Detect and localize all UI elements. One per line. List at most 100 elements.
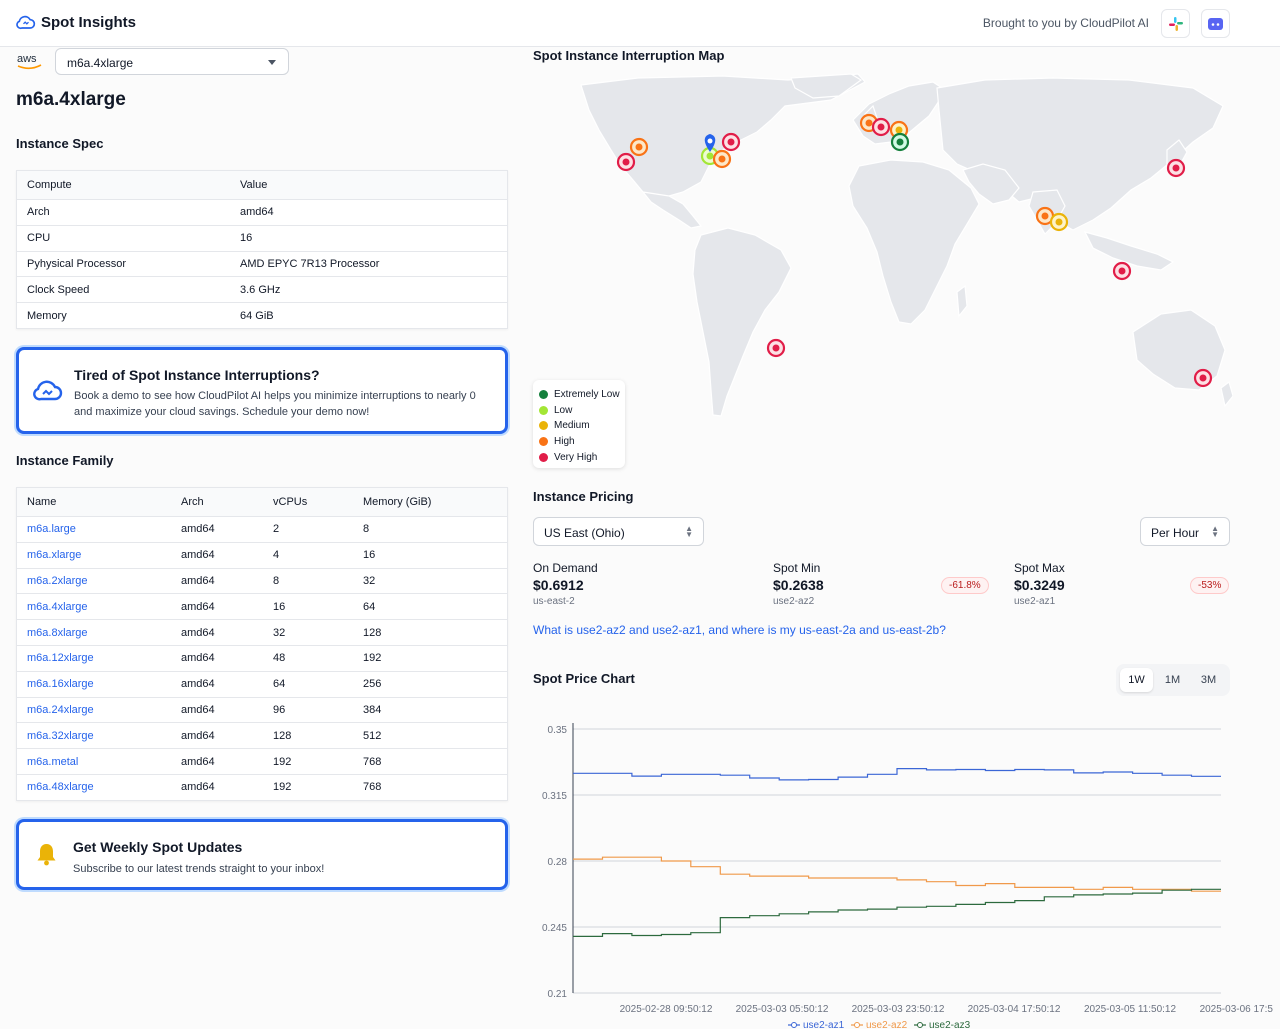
instance-link[interactable]: m6a.16xlarge [27,678,94,691]
legend-label: use2-az1 [803,1020,845,1029]
arch-cell: amd64 [181,626,215,639]
region-value: US East (Ohio) [544,526,625,540]
table-row: m6a.24xlarge amd64 96 384 [17,696,507,723]
spot-min-label: Spot Min [773,561,821,575]
on-demand-region: us-east-2 [533,596,575,607]
arch-cell: amd64 [181,549,215,562]
series-line-use2-az1 [573,768,1221,781]
memory-cell: 16 [363,549,376,562]
table-row: m6a.2xlarge amd64 8 32 [17,567,507,594]
table-header-row: Name Arch vCPUs Memory (GiB) [17,488,507,516]
spec-key: Memory [27,309,67,322]
instance-type-select[interactable]: m6a.4xlarge [55,48,289,75]
table-row: Memory 64 GiB [17,302,507,328]
arch-cell: amd64 [181,755,215,768]
south-america [692,227,792,417]
spec-key: Clock Speed [27,283,90,296]
legend-label: Extremely Low [554,389,620,401]
spot-price-chart[interactable]: 0.35 0.315 0.28 0.245 0.21 2025-02-28 09:50:1… [533,715,1273,1029]
discord-icon [1208,17,1223,30]
table-row: m6a.large amd64 2 8 [17,516,507,542]
instance-link[interactable]: m6a.8xlarge [27,626,88,639]
x-tick-label: 2025-02-28 09:50:12 [620,1004,713,1015]
table-row: m6a.12xlarge amd64 48 192 [17,644,507,671]
world-map[interactable] [533,70,1233,440]
spot-max-zone: use2-az1 [1014,596,1056,607]
map-legend: Extremely Low Low Medium High Very High [533,380,625,468]
vcpu-cell: 96 [273,703,286,716]
instance-link[interactable]: m6a.large [27,523,76,536]
promo-text-line2: and maximize your cloud savings. Schedul… [74,406,370,418]
instance-link[interactable]: m6a.48xlarge [27,781,94,794]
table-row: m6a.16xlarge amd64 64 256 [17,670,507,697]
legend-dot [539,390,548,400]
vcpu-cell: 192 [273,781,292,794]
column-header: Compute [27,179,72,191]
newsletter-card[interactable]: Get Weekly Spot Updates Subscribe to our… [16,819,508,890]
y-tick-label: 0.28 [548,857,568,868]
instance-family-table: Name Arch vCPUs Memory (GiB) m6a.large am… [16,487,508,801]
continents [580,73,1233,417]
vcpu-cell: 48 [273,652,286,665]
table-row: m6a.32xlarge amd64 128 512 [17,722,507,748]
spot-min-zone: use2-az2 [773,596,815,607]
slack-button[interactable] [1161,9,1190,38]
app-title[interactable]: Spot Insights [41,14,136,31]
instance-link[interactable]: m6a.12xlarge [27,652,94,665]
memory-cell: 256 [363,678,382,691]
region-select[interactable]: US East (Ohio) ▲ ▼ [533,517,704,546]
newsletter-title: Get Weekly Spot Updates [73,839,243,855]
brought-by-text[interactable]: Brought to you by CloudPilot AI [982,16,1149,30]
spot-max-price: $0.3249 [1014,577,1065,593]
memory-cell: 128 [363,626,382,639]
table-row: CPU 16 [17,224,507,251]
vcpu-cell: 32 [273,626,286,639]
central-america [641,191,703,229]
legend-marker [791,1022,797,1028]
tab-1m[interactable]: 1M [1164,674,1181,686]
zone-faq-link[interactable]: What is use2-az2 and use2-az1, and where… [533,623,946,637]
spot-max-discount-badge: -53% [1190,577,1230,594]
memory-cell: 768 [363,755,382,768]
legend-dot [539,437,548,447]
promo-title: Tired of Spot Instance Interruptions? [74,367,320,383]
price-unit-select[interactable]: Per Hour ▲ ▼ [1140,517,1230,546]
instance-link[interactable]: m6a.24xlarge [27,703,94,716]
vcpu-cell: 64 [273,678,286,691]
legend-item: Very High [539,449,625,465]
vcpu-cell: 8 [273,574,280,587]
legend-label: use2-az2 [866,1020,908,1029]
instance-link[interactable]: m6a.xlarge [27,549,82,562]
table-row: m6a.xlarge amd64 4 16 [17,541,507,568]
time-range-tabs: 1W 1M 3M [1116,664,1230,696]
on-demand-price: $0.6912 [533,577,584,593]
arch-cell: amd64 [181,729,215,742]
spec-key: CPU [27,232,51,245]
instance-link[interactable]: m6a.metal [27,755,79,768]
y-tick-label: 0.21 [548,989,568,1000]
table-row: m6a.8xlarge amd64 32 128 [17,619,507,645]
spec-key: Pyhysical Processor [27,257,127,270]
legend-marker [917,1022,923,1028]
tab-1w[interactable]: 1W [1120,668,1153,692]
arch-cell: amd64 [181,600,215,613]
instance-pricing-title: Instance Pricing [533,489,634,504]
instance-link[interactable]: m6a.4xlarge [27,600,88,613]
instance-spec-table: Compute Value Arch amd64 CPU 16 Pyhysical … [16,170,508,329]
demo-promo-card[interactable]: Tired of Spot Instance Interruptions? Bo… [16,347,508,434]
y-tick-label: 0.315 [542,791,567,802]
tab-3m[interactable]: 3M [1200,674,1217,686]
discord-button[interactable] [1201,9,1230,38]
instance-link[interactable]: m6a.32xlarge [27,729,94,742]
memory-cell: 384 [363,703,382,716]
spec-value: amd64 [240,206,274,219]
cloud-logo-icon[interactable] [16,13,36,33]
spec-value: 3.6 GHz [240,283,281,296]
series-line-use2-az2 [573,856,1221,892]
y-tick-label: 0.245 [542,923,567,934]
table-row: Pyhysical Processor AMD EPYC 7R13 Process… [17,250,507,277]
column-header: Memory (GiB) [363,496,432,508]
legend-label: High [554,436,575,448]
instance-link[interactable]: m6a.2xlarge [27,574,88,587]
region-markers [616,113,1213,388]
